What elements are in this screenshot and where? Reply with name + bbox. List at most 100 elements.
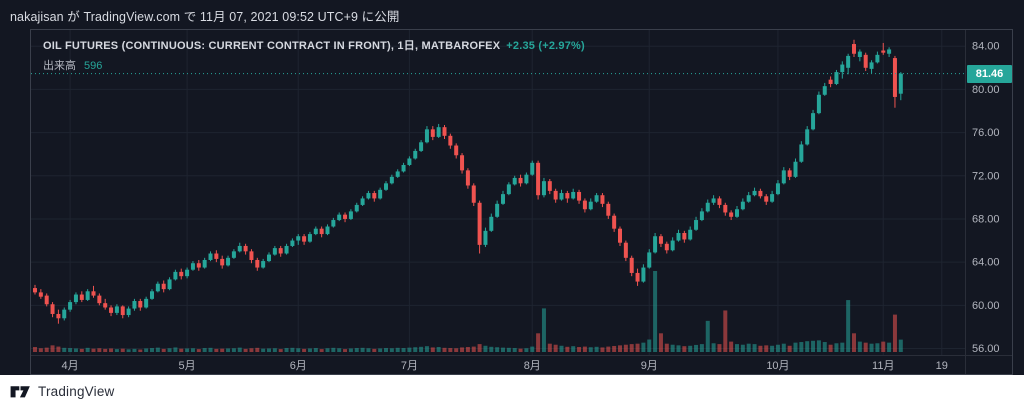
candle-body — [571, 191, 576, 199]
candle-body — [272, 248, 277, 255]
candle-body — [319, 228, 324, 235]
candle-body — [635, 272, 640, 282]
candle-body — [114, 306, 119, 313]
volume-bar — [711, 343, 716, 352]
candle-body — [226, 257, 231, 266]
volume-bar — [354, 348, 359, 352]
candle-body — [612, 215, 617, 229]
volume-bar — [196, 349, 201, 352]
snapshot-dark-area: nakajisan が TradingView.com で 11月 07, 20… — [0, 0, 1024, 375]
candle-body — [465, 170, 470, 186]
volume-bar — [822, 342, 827, 352]
time-tick-label: 9月 — [641, 360, 658, 372]
candle-body — [793, 161, 798, 177]
candle-body — [501, 194, 505, 204]
candle-body — [746, 195, 751, 202]
volume-bar — [319, 349, 324, 352]
candle-body — [857, 51, 862, 57]
volume-bar — [594, 346, 599, 352]
volume-bar — [343, 349, 348, 352]
candle-body — [68, 302, 73, 310]
candle-body — [313, 228, 318, 235]
volume-bar — [664, 343, 669, 352]
candle-body — [822, 86, 827, 95]
candle-body — [179, 271, 184, 277]
volume-bar — [892, 314, 897, 352]
candle-body — [97, 295, 102, 304]
candle-body — [512, 177, 517, 185]
candle-body — [699, 211, 704, 221]
candle-body — [536, 162, 541, 196]
chart-canvas[interactable]: 84.00 80.00 76.00 72.00 68.00 64.00 60.00 56.00… — [31, 30, 1012, 374]
volume-bar — [220, 348, 225, 352]
price-tick-label: 68.00 — [972, 213, 1000, 225]
chart-legend: OIL FUTURES (CONTINUOUS: CURRENT CONTRAC… — [43, 37, 585, 73]
candle-body — [816, 94, 821, 114]
candle-body — [723, 204, 728, 213]
volume-bar — [846, 300, 851, 352]
candle-body — [249, 251, 254, 260]
candle-body — [477, 202, 482, 245]
candle-body — [875, 54, 880, 63]
volume-bar — [413, 347, 418, 352]
candle-body — [413, 150, 418, 159]
candle-body — [44, 295, 49, 305]
candle-body — [144, 298, 149, 308]
volume-bar — [261, 348, 266, 352]
candle-body — [711, 198, 716, 203]
volume-bar — [676, 345, 681, 352]
candle-body — [348, 211, 353, 219]
chart-panel[interactable]: 84.00 80.00 76.00 72.00 68.00 64.00 60.00 56.00… — [30, 29, 1013, 375]
time-tick-label: 8月 — [524, 360, 541, 372]
candle-body — [267, 254, 271, 262]
volume-bar — [887, 342, 892, 352]
candle-body — [185, 269, 190, 277]
volume-bar — [150, 348, 154, 352]
candle-body — [828, 79, 833, 84]
volume-bar — [120, 348, 125, 352]
volume-bar — [588, 347, 593, 352]
candle-body — [278, 248, 283, 254]
candle-body — [834, 72, 839, 84]
volume-bar — [471, 346, 476, 352]
volume-bar — [442, 347, 447, 352]
volume-bar — [547, 343, 552, 352]
candle-body — [430, 129, 435, 137]
volume-bar — [705, 320, 710, 352]
candle-body — [424, 129, 429, 143]
volume-bar — [161, 348, 166, 352]
candle-body — [243, 245, 248, 252]
volume-bar — [138, 349, 143, 352]
candle-body — [729, 212, 734, 217]
volume-bar — [85, 347, 90, 352]
volume-bar — [752, 344, 757, 352]
candle-body — [38, 292, 43, 297]
tradingview-logo-icon — [10, 383, 31, 400]
candle-body — [524, 174, 529, 184]
candle-body — [325, 226, 330, 235]
volume-bar — [612, 345, 617, 352]
time-tick-label: 11月 — [872, 360, 894, 372]
volume-bar — [501, 347, 505, 352]
volume-bar — [816, 340, 821, 352]
volume-bar — [337, 348, 342, 352]
candle-body — [676, 232, 681, 241]
volume-bar — [465, 347, 470, 352]
volume-bar — [775, 344, 780, 352]
candle-body — [214, 253, 219, 259]
last-price-label: 81.46 — [967, 64, 1012, 83]
volume-bar — [331, 347, 336, 352]
volume-bar — [114, 349, 119, 352]
time-tick-label: 6月 — [290, 360, 307, 372]
volume-bar — [536, 333, 541, 352]
volume-bar — [144, 348, 149, 352]
candle-body — [91, 291, 96, 296]
volume-bar — [79, 348, 84, 352]
volume-bar — [857, 341, 862, 352]
volume-bar — [454, 348, 459, 352]
volume-bar — [208, 347, 213, 352]
candle-body — [606, 203, 611, 216]
tradingview-wordmark[interactable]: TradingView — [38, 384, 115, 399]
volume-bar — [577, 347, 582, 352]
volume-bar — [746, 343, 751, 352]
